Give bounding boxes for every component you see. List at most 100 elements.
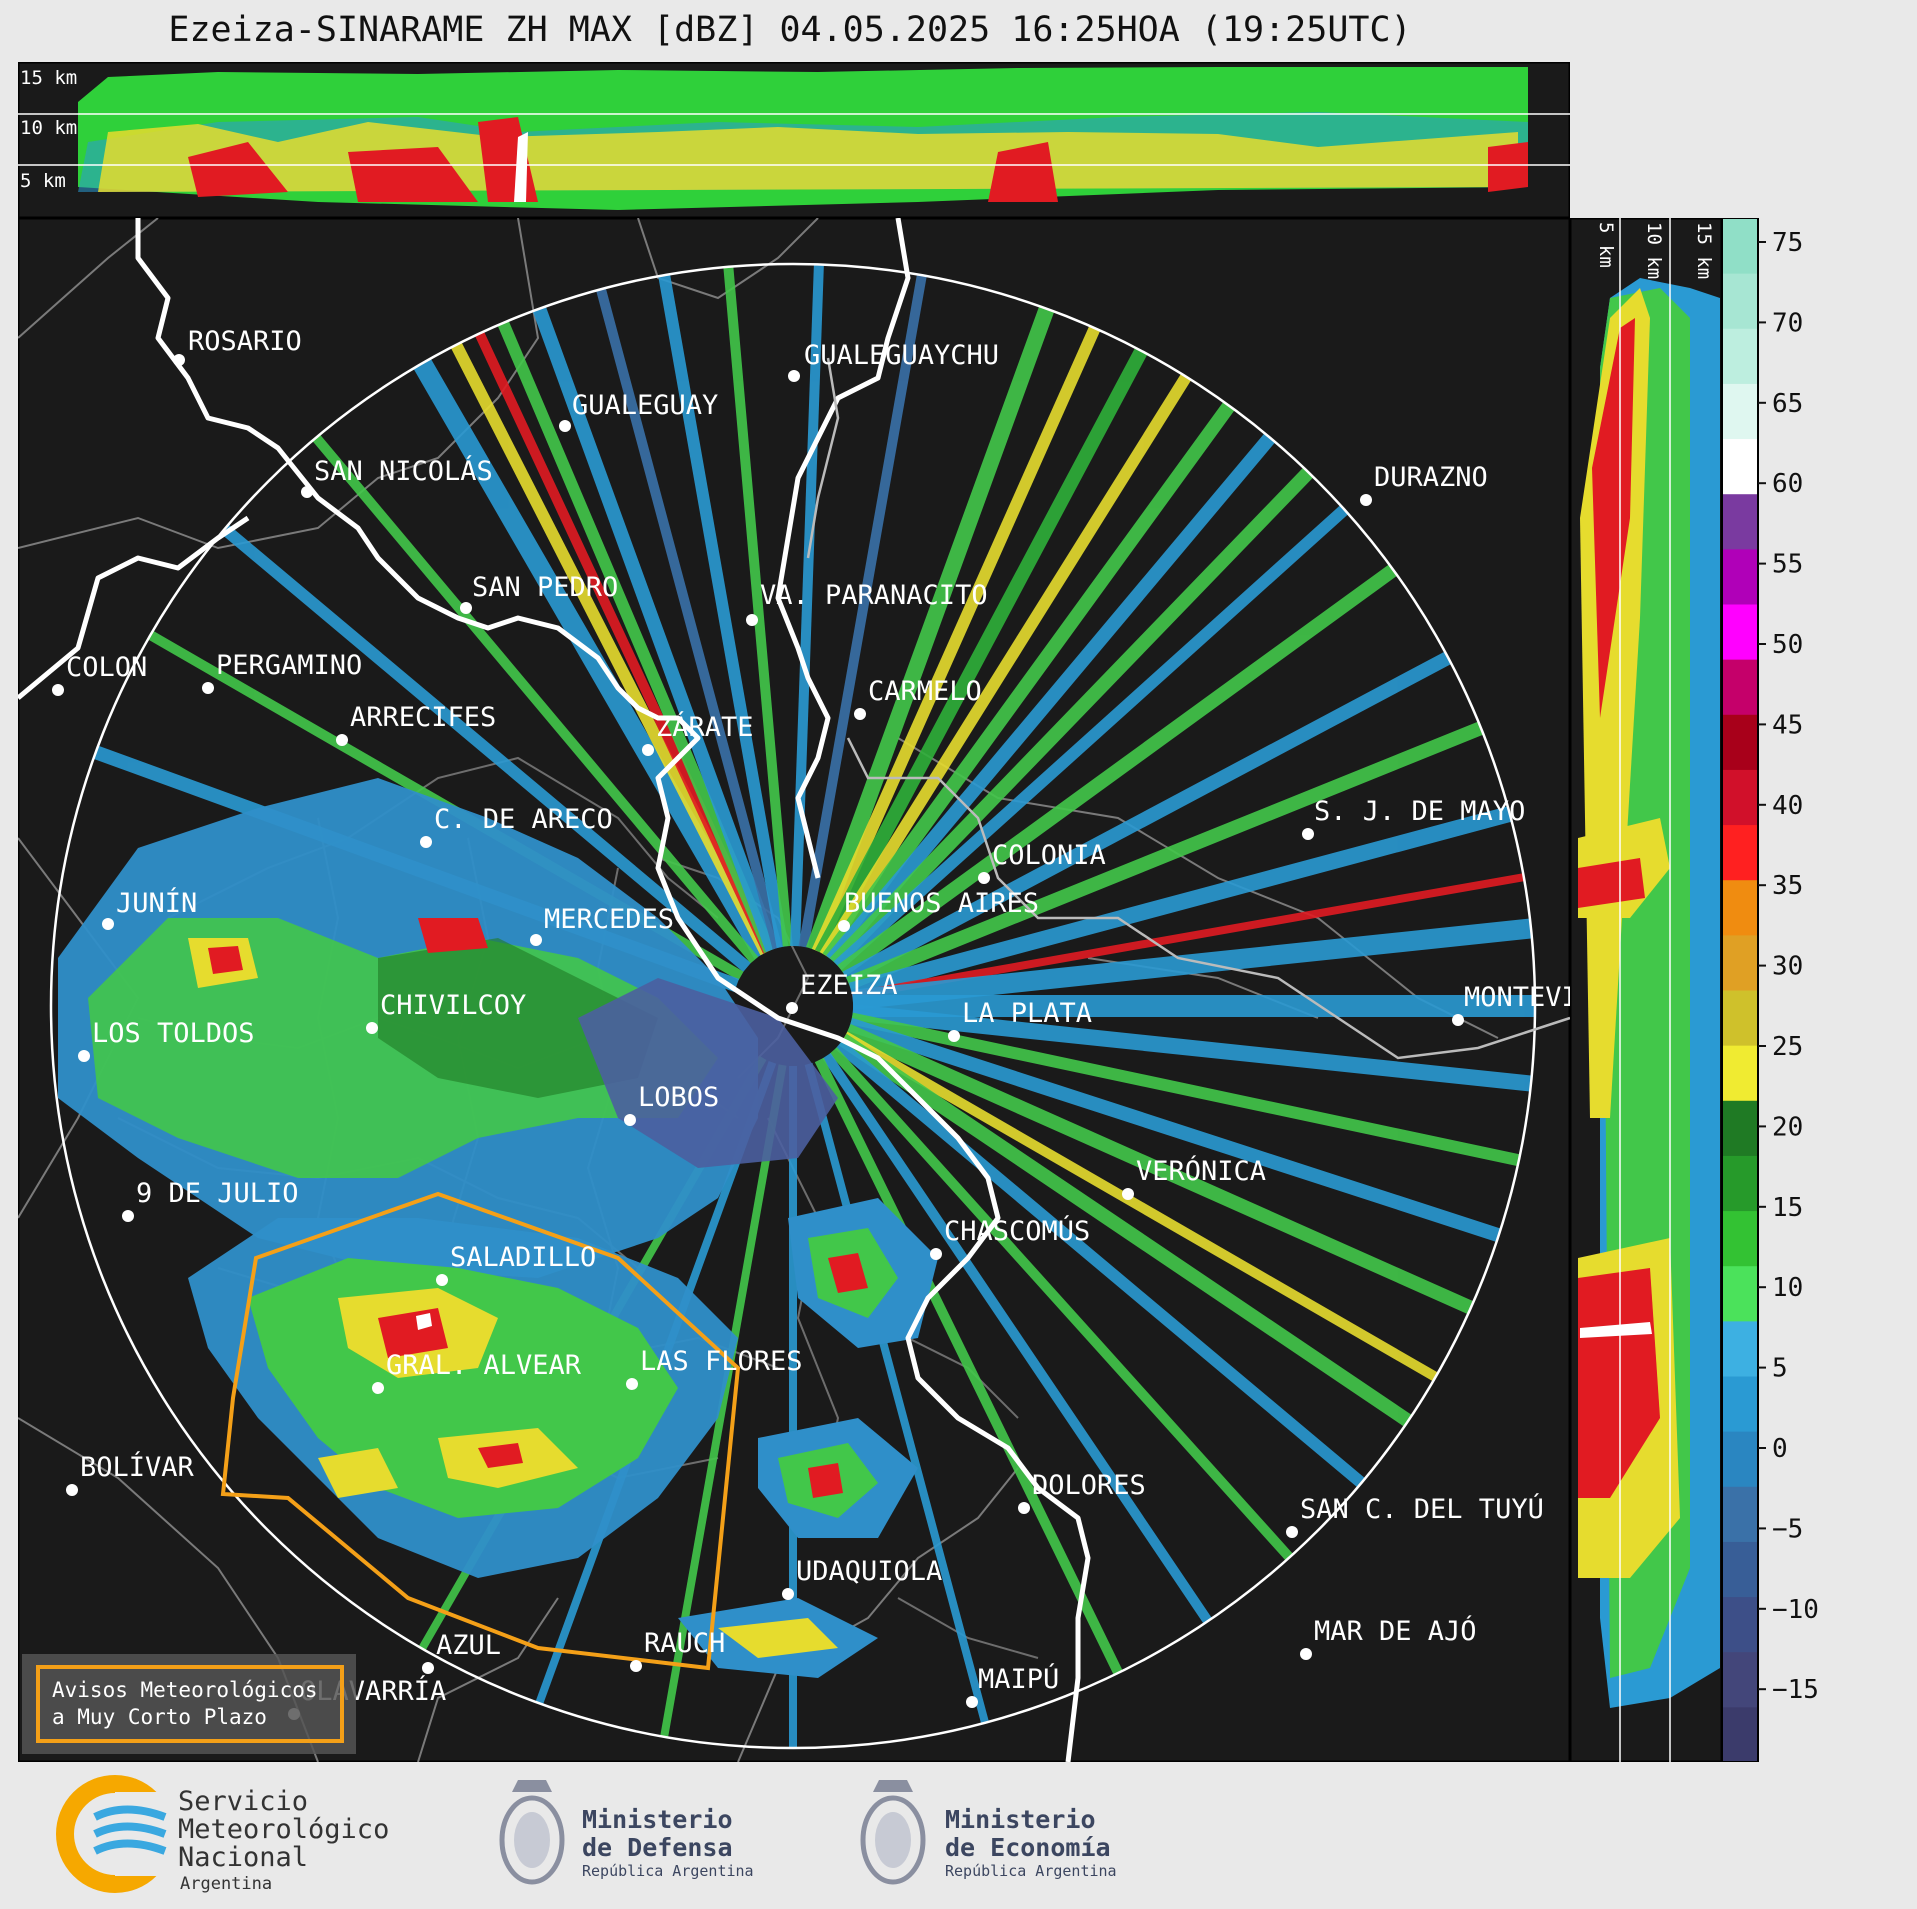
- city-label: DOLORES: [1032, 1470, 1146, 1501]
- city-marker: [624, 1114, 636, 1126]
- city-label: EZEIZA: [800, 970, 898, 1001]
- colorbar-tick-label: 65: [1772, 389, 1803, 419]
- radar-ray: [842, 1031, 1439, 1382]
- radar-ray: [833, 505, 1349, 971]
- city-labels: ROSARIO GUALEGUAYCHU GUALEGUAY SAN NICOLÁS D…: [52, 326, 1570, 1720]
- side-level-5km: 5 km: [1595, 222, 1617, 268]
- city-label: MONTEVIDEO: [1464, 982, 1570, 1013]
- colorbar-cell: [1722, 714, 1758, 770]
- city-marker: [930, 1248, 942, 1260]
- city-label: LOS TOLDOS: [92, 1018, 255, 1049]
- radar-ray: [658, 274, 789, 948]
- radar-ray: [844, 1024, 1474, 1315]
- radar-ray: [851, 873, 1525, 1000]
- colorbar-cell: [1722, 1320, 1758, 1377]
- radar-echoes: [58, 264, 1535, 1748]
- radar-ray: [837, 564, 1398, 977]
- radar-ray: [838, 1033, 1413, 1427]
- radar-ray: [829, 1047, 1294, 1561]
- colorbar-tick-label: 30: [1772, 952, 1803, 982]
- colorbar-tick-label: 75: [1772, 228, 1803, 258]
- city-marker: [854, 708, 866, 720]
- city-label: SAN NICOLÁS: [314, 455, 493, 487]
- colorbar-tick-label: 70: [1772, 308, 1803, 338]
- city-label: MAIPÚ: [978, 1663, 1059, 1695]
- defensa-line1: Ministerio: [582, 1805, 733, 1834]
- city-label: RAUCH: [644, 1628, 725, 1659]
- city-marker: [746, 614, 758, 626]
- city-marker: [173, 354, 185, 366]
- colorbar-tick-label: 20: [1772, 1112, 1803, 1142]
- city-label: VA. PARANACITO: [760, 580, 988, 611]
- radar-ray: [826, 433, 1276, 965]
- colorbar-cell: [1722, 879, 1758, 936]
- colorbar-cell: [1722, 273, 1758, 329]
- colorbar-tick-label: 55: [1772, 550, 1803, 580]
- city-marker: [966, 1696, 978, 1708]
- radar-ray: [847, 1017, 1501, 1242]
- city-label: PERGAMINO: [216, 650, 362, 681]
- city-marker: [336, 734, 348, 746]
- legend-line1: Avisos Meteorológicos: [52, 1678, 318, 1702]
- city-label: AZUL: [436, 1630, 501, 1661]
- city-label: GUALEGUAY: [572, 390, 718, 421]
- radar-ray: [842, 651, 1452, 985]
- colorbar-cell: [1722, 659, 1758, 715]
- radar-ray: [850, 1012, 1521, 1167]
- city-marker: [948, 1030, 960, 1042]
- smn-line2: Meteorológico: [178, 1814, 389, 1845]
- colorbar-tick-label: 0: [1772, 1434, 1788, 1464]
- colorbar-cell: [1722, 1431, 1758, 1487]
- city-label: LOBOS: [638, 1082, 719, 1113]
- coastline: [18, 218, 1091, 1762]
- city-label: CARMELO: [868, 676, 982, 707]
- radar-ray: [596, 287, 783, 950]
- city-label: LA PLATA: [962, 998, 1092, 1029]
- colorbar-cell: [1722, 769, 1758, 826]
- radar-ray: [829, 467, 1314, 968]
- smn-line1: Servicio: [178, 1786, 308, 1817]
- city-label: S. J. DE MAYO: [1314, 796, 1525, 827]
- city-label: GUALEGUAYCHU: [804, 340, 999, 371]
- city-marker: [102, 918, 114, 930]
- defensa-logo: Ministerio de Defensa República Argentin…: [499, 1780, 754, 1885]
- radar-ray: [450, 342, 772, 956]
- colorbar-cell: [1722, 438, 1758, 495]
- colorbar-cell: [1722, 548, 1758, 605]
- economia-line1: Ministerio: [945, 1805, 1096, 1834]
- colorbar-cell: [1722, 1596, 1758, 1653]
- economia-logo: Ministerio de Economía República Argenti…: [860, 1780, 1117, 1885]
- city-label: VERÓNICA: [1136, 1155, 1266, 1187]
- city-label: ROSARIO: [188, 326, 302, 357]
- colorbar-tick-label: 15: [1772, 1193, 1803, 1223]
- top-echo-band: [78, 67, 1528, 210]
- city-marker: [436, 1274, 448, 1286]
- uruguay-border: [806, 357, 1570, 1060]
- city-label: BOLÍVAR: [80, 1451, 195, 1483]
- city-label: CHASCOMÚS: [944, 1215, 1090, 1247]
- radar-ray: [851, 918, 1532, 1010]
- city-marker: [626, 1378, 638, 1390]
- city-marker: [642, 744, 654, 756]
- city-marker: [630, 1660, 642, 1672]
- radar-ray: [851, 1004, 1532, 1092]
- city-marker: [422, 1662, 434, 1674]
- radar-ray: [497, 320, 776, 954]
- city-label: COLONIA: [992, 840, 1106, 871]
- colorbar-cell: [1722, 934, 1758, 991]
- city-label: MAR DE AJÓ: [1314, 1615, 1477, 1647]
- city-marker: [782, 1588, 794, 1600]
- city-marker: [372, 1382, 384, 1394]
- city-marker: [460, 602, 472, 614]
- city-marker: [366, 1022, 378, 1034]
- city-label: JUNÍN: [116, 887, 197, 919]
- city-marker: [122, 1210, 134, 1222]
- colorbar-tick-label: 45: [1772, 710, 1803, 740]
- radar-ray: [819, 373, 1192, 959]
- city-marker: [420, 836, 432, 848]
- colorbar-tick-label: 60: [1772, 469, 1803, 499]
- radar-ray: [814, 347, 1148, 957]
- city-marker: [1360, 494, 1372, 506]
- colorbar-tick-label: 50: [1772, 630, 1803, 660]
- colorbar-cell: [1722, 1651, 1758, 1708]
